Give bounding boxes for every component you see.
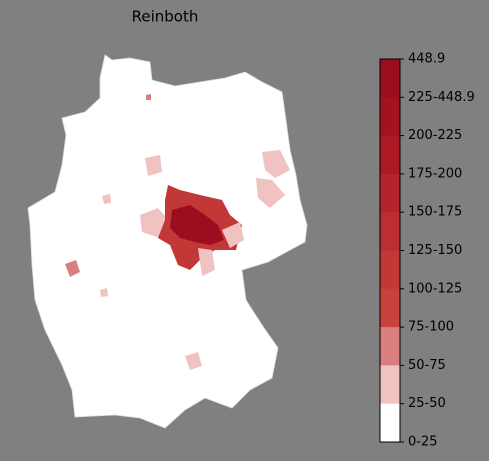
region xyxy=(170,205,224,245)
colorbar-label: 0-25 xyxy=(408,435,438,450)
colorbar-label: 225-448.9 xyxy=(408,90,475,105)
region xyxy=(256,178,285,208)
colorbar-segment xyxy=(380,365,400,405)
colorbar-label: 150-175 xyxy=(408,205,462,220)
colorbar-label: 448.9 xyxy=(408,52,445,67)
colorbar-label: 200-225 xyxy=(408,128,462,143)
region xyxy=(185,352,202,370)
colorbar-segment xyxy=(380,135,400,175)
region xyxy=(145,155,162,176)
colorbar-segment xyxy=(380,250,400,290)
map-title: Reinboth xyxy=(132,8,199,26)
colorbar-label: 175-200 xyxy=(408,166,462,181)
region xyxy=(102,194,111,204)
region xyxy=(222,222,244,248)
region xyxy=(146,94,151,100)
region xyxy=(65,260,80,277)
colorbar: 448.9 225-448.9 200-225 175-200 150-175 125-1… xyxy=(379,52,475,450)
colorbar-segment xyxy=(380,212,400,251)
region xyxy=(198,248,215,276)
colorbar-segment xyxy=(380,327,400,366)
germany-map xyxy=(27,54,308,429)
region xyxy=(262,150,290,178)
colorbar-label: 50-75 xyxy=(408,358,446,373)
colorbar-segment xyxy=(380,403,400,443)
colorbar-label: 25-50 xyxy=(408,396,446,411)
colorbar-segment xyxy=(380,97,400,137)
colorbar-segment xyxy=(380,288,400,328)
colorbar-label: 75-100 xyxy=(408,320,454,335)
colorbar-label: 100-125 xyxy=(408,281,462,296)
colorbar-segment xyxy=(380,173,400,213)
colorbar-label: 125-150 xyxy=(408,243,462,258)
colorbar-segment xyxy=(380,59,400,98)
region xyxy=(100,288,108,297)
